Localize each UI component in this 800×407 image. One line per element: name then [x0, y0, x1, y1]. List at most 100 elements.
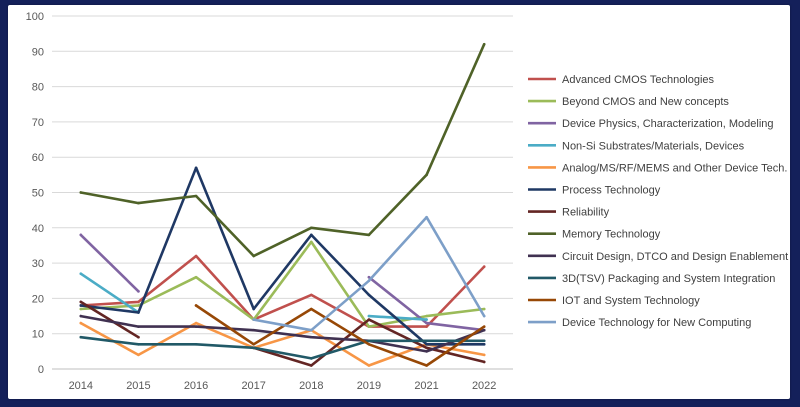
- data-point-3d-tsv-packaging-and-system-integration-2014: [79, 335, 83, 339]
- data-point-memory-technology-2021: [425, 173, 428, 177]
- data-point-3d-tsv-packaging-and-system-integration-2017: [252, 346, 255, 350]
- legend: Advanced CMOS Technologies Beyond CMOS an…: [528, 74, 788, 329]
- data-point-circuit-design-dtco-and-design-enablement-2021: [425, 350, 428, 353]
- data-point-reliability-2018: [310, 364, 313, 367]
- x-tick-label: 2022: [472, 380, 496, 392]
- data-point-advanced-cmos-technologies-2015: [137, 300, 140, 304]
- legend-item-advanced-cmos-technologies: Advanced CMOS Technologies: [528, 74, 715, 86]
- series-line-reliability: [79, 300, 140, 339]
- data-point-process-technology-2014: [79, 304, 83, 307]
- data-point-advanced-cmos-technologies-2022: [482, 265, 486, 268]
- series-beyond-cmos-and-new-concepts: [79, 240, 486, 328]
- data-point-iot-and-system-technology-2018: [310, 307, 313, 311]
- y-tick-label: 60: [32, 152, 44, 164]
- data-point-device-technology-for-new-computing-2022: [482, 314, 486, 318]
- y-tick-label: 80: [32, 82, 44, 94]
- data-point-process-technology-2022: [482, 342, 486, 346]
- data-point-beyond-cmos-and-new-concepts-2016: [194, 275, 198, 279]
- series-line-iot-and-system-technology: [194, 304, 486, 367]
- data-point-non-si-substrates-materials-devices-2021: [425, 318, 428, 321]
- data-point-3d-tsv-packaging-and-system-integration-2022: [482, 339, 486, 343]
- series-line-memory-technology: [79, 42, 486, 258]
- series-device-technology-for-new-computing: [252, 215, 486, 332]
- data-point-beyond-cmos-and-new-concepts-2015: [137, 304, 140, 307]
- series-3d-tsv-packaging-and-system-integration: [79, 335, 486, 360]
- data-point-analog-ms-rf-mems-and-other-device-tech-2015: [137, 353, 140, 357]
- data-point-advanced-cmos-technologies-2018: [310, 293, 313, 297]
- y-tick-label: 50: [32, 188, 44, 200]
- series-lines: [79, 42, 486, 367]
- data-point-non-si-substrates-materials-devices-2019: [367, 314, 371, 318]
- x-tick-label: 2015: [126, 380, 150, 392]
- data-point-circuit-design-dtco-and-design-enablement-2017: [252, 328, 255, 332]
- data-point-analog-ms-rf-mems-and-other-device-tech-2014: [79, 321, 83, 325]
- data-point-non-si-substrates-materials-devices-2014: [79, 272, 83, 275]
- x-tick-label: 2019: [357, 380, 381, 392]
- legend-label: 3D(TSV) Packaging and System Integration: [562, 273, 775, 285]
- data-point-device-physics-characterization-modeling-2021: [425, 321, 428, 325]
- legend-label: Non-Si Substrates/Materials, Devices: [562, 140, 745, 152]
- legend-item-memory-technology: Memory Technology: [528, 229, 661, 241]
- data-point-reliability-2019: [367, 318, 371, 321]
- legend-item-3d-tsv-packaging-and-system-integration: 3D(TSV) Packaging and System Integration: [528, 273, 775, 285]
- data-point-process-technology-2017: [252, 307, 255, 311]
- data-point-memory-technology-2022: [482, 42, 486, 46]
- data-point-device-technology-for-new-computing-2021: [425, 215, 428, 219]
- data-point-advanced-cmos-technologies-2016: [194, 254, 198, 258]
- legend-label: Memory Technology: [562, 229, 661, 241]
- data-point-advanced-cmos-technologies-2021: [425, 325, 428, 328]
- data-point-analog-ms-rf-mems-and-other-device-tech-2022: [482, 353, 486, 357]
- series-line-non-si-substrates-materials-devices: [367, 314, 428, 321]
- legend-label: IOT and System Technology: [562, 295, 700, 307]
- data-point-memory-technology-2018: [310, 226, 313, 230]
- data-point-memory-technology-2014: [79, 191, 83, 194]
- x-tick-label: 2016: [184, 380, 208, 392]
- data-point-iot-and-system-technology-2022: [482, 325, 486, 328]
- data-point-reliability-2021: [425, 346, 428, 350]
- data-point-process-technology-2018: [310, 233, 313, 237]
- x-tick-label: 2018: [299, 380, 323, 392]
- data-point-device-technology-for-new-computing-2017: [252, 318, 255, 321]
- y-axis-ticks: 0 10 20 30 40 50 60 70 80 90 100: [26, 11, 44, 376]
- data-point-3d-tsv-packaging-and-system-integration-2018: [310, 357, 313, 360]
- x-tick-label: 2021: [414, 380, 438, 392]
- series-line-analog-ms-rf-mems-and-other-device-tech: [79, 321, 486, 367]
- data-point-iot-and-system-technology-2019: [367, 342, 371, 346]
- data-point-process-technology-2021: [425, 342, 428, 346]
- data-point-beyond-cmos-and-new-concepts-2014: [79, 307, 83, 311]
- y-tick-label: 100: [26, 11, 44, 23]
- data-point-reliability-2014: [79, 300, 83, 304]
- gridlines: [52, 15, 513, 370]
- data-point-device-physics-characterization-modeling-2019: [367, 275, 371, 279]
- series-line-device-physics-characterization-modeling: [79, 233, 140, 293]
- x-tick-label: 2014: [69, 380, 93, 392]
- data-point-3d-tsv-packaging-and-system-integration-2016: [194, 342, 198, 346]
- legend-item-circuit-design-dtco-and-design-enablement: Circuit Design, DTCO and Design Enableme…: [528, 251, 788, 263]
- data-point-beyond-cmos-and-new-concepts-2019: [367, 325, 371, 328]
- data-point-device-technology-for-new-computing-2019: [367, 279, 371, 283]
- legend-item-beyond-cmos-and-new-concepts: Beyond CMOS and New concepts: [528, 96, 729, 108]
- legend-item-reliability: Reliability: [528, 207, 610, 219]
- series-line-process-technology: [79, 166, 486, 346]
- data-point-iot-and-system-technology-2017: [252, 342, 255, 346]
- data-point-3d-tsv-packaging-and-system-integration-2015: [137, 342, 140, 346]
- y-tick-label: 20: [32, 293, 44, 305]
- data-point-memory-technology-2015: [137, 201, 140, 205]
- chart-frame: 0 10 20 30 40 50 60 70 80 90 100 2014 2015 2016 2017 2…: [8, 5, 790, 399]
- data-point-device-physics-characterization-modeling-2015: [137, 290, 140, 293]
- series-memory-technology: [79, 42, 486, 258]
- data-point-analog-ms-rf-mems-and-other-device-tech-2019: [367, 364, 371, 367]
- series-line-non-si-substrates-materials-devices: [79, 272, 140, 314]
- legend-item-non-si-substrates-materials-devices: Non-Si Substrates/Materials, Devices: [528, 140, 745, 152]
- data-point-device-physics-characterization-modeling-2014: [79, 233, 83, 237]
- legend-item-process-technology: Process Technology: [528, 185, 661, 197]
- data-point-circuit-design-dtco-and-design-enablement-2014: [79, 314, 83, 318]
- series-process-technology: [79, 166, 486, 346]
- y-tick-label: 30: [32, 258, 44, 270]
- series-line-beyond-cmos-and-new-concepts: [79, 240, 486, 328]
- data-point-reliability-2022: [482, 360, 486, 364]
- x-axis-ticks: 2014 2015 2016 2017 2018 2019 2021 2022: [69, 380, 497, 392]
- data-point-iot-and-system-technology-2021: [425, 364, 428, 367]
- series-line-3d-tsv-packaging-and-system-integration: [79, 335, 486, 360]
- y-tick-label: 70: [32, 117, 44, 129]
